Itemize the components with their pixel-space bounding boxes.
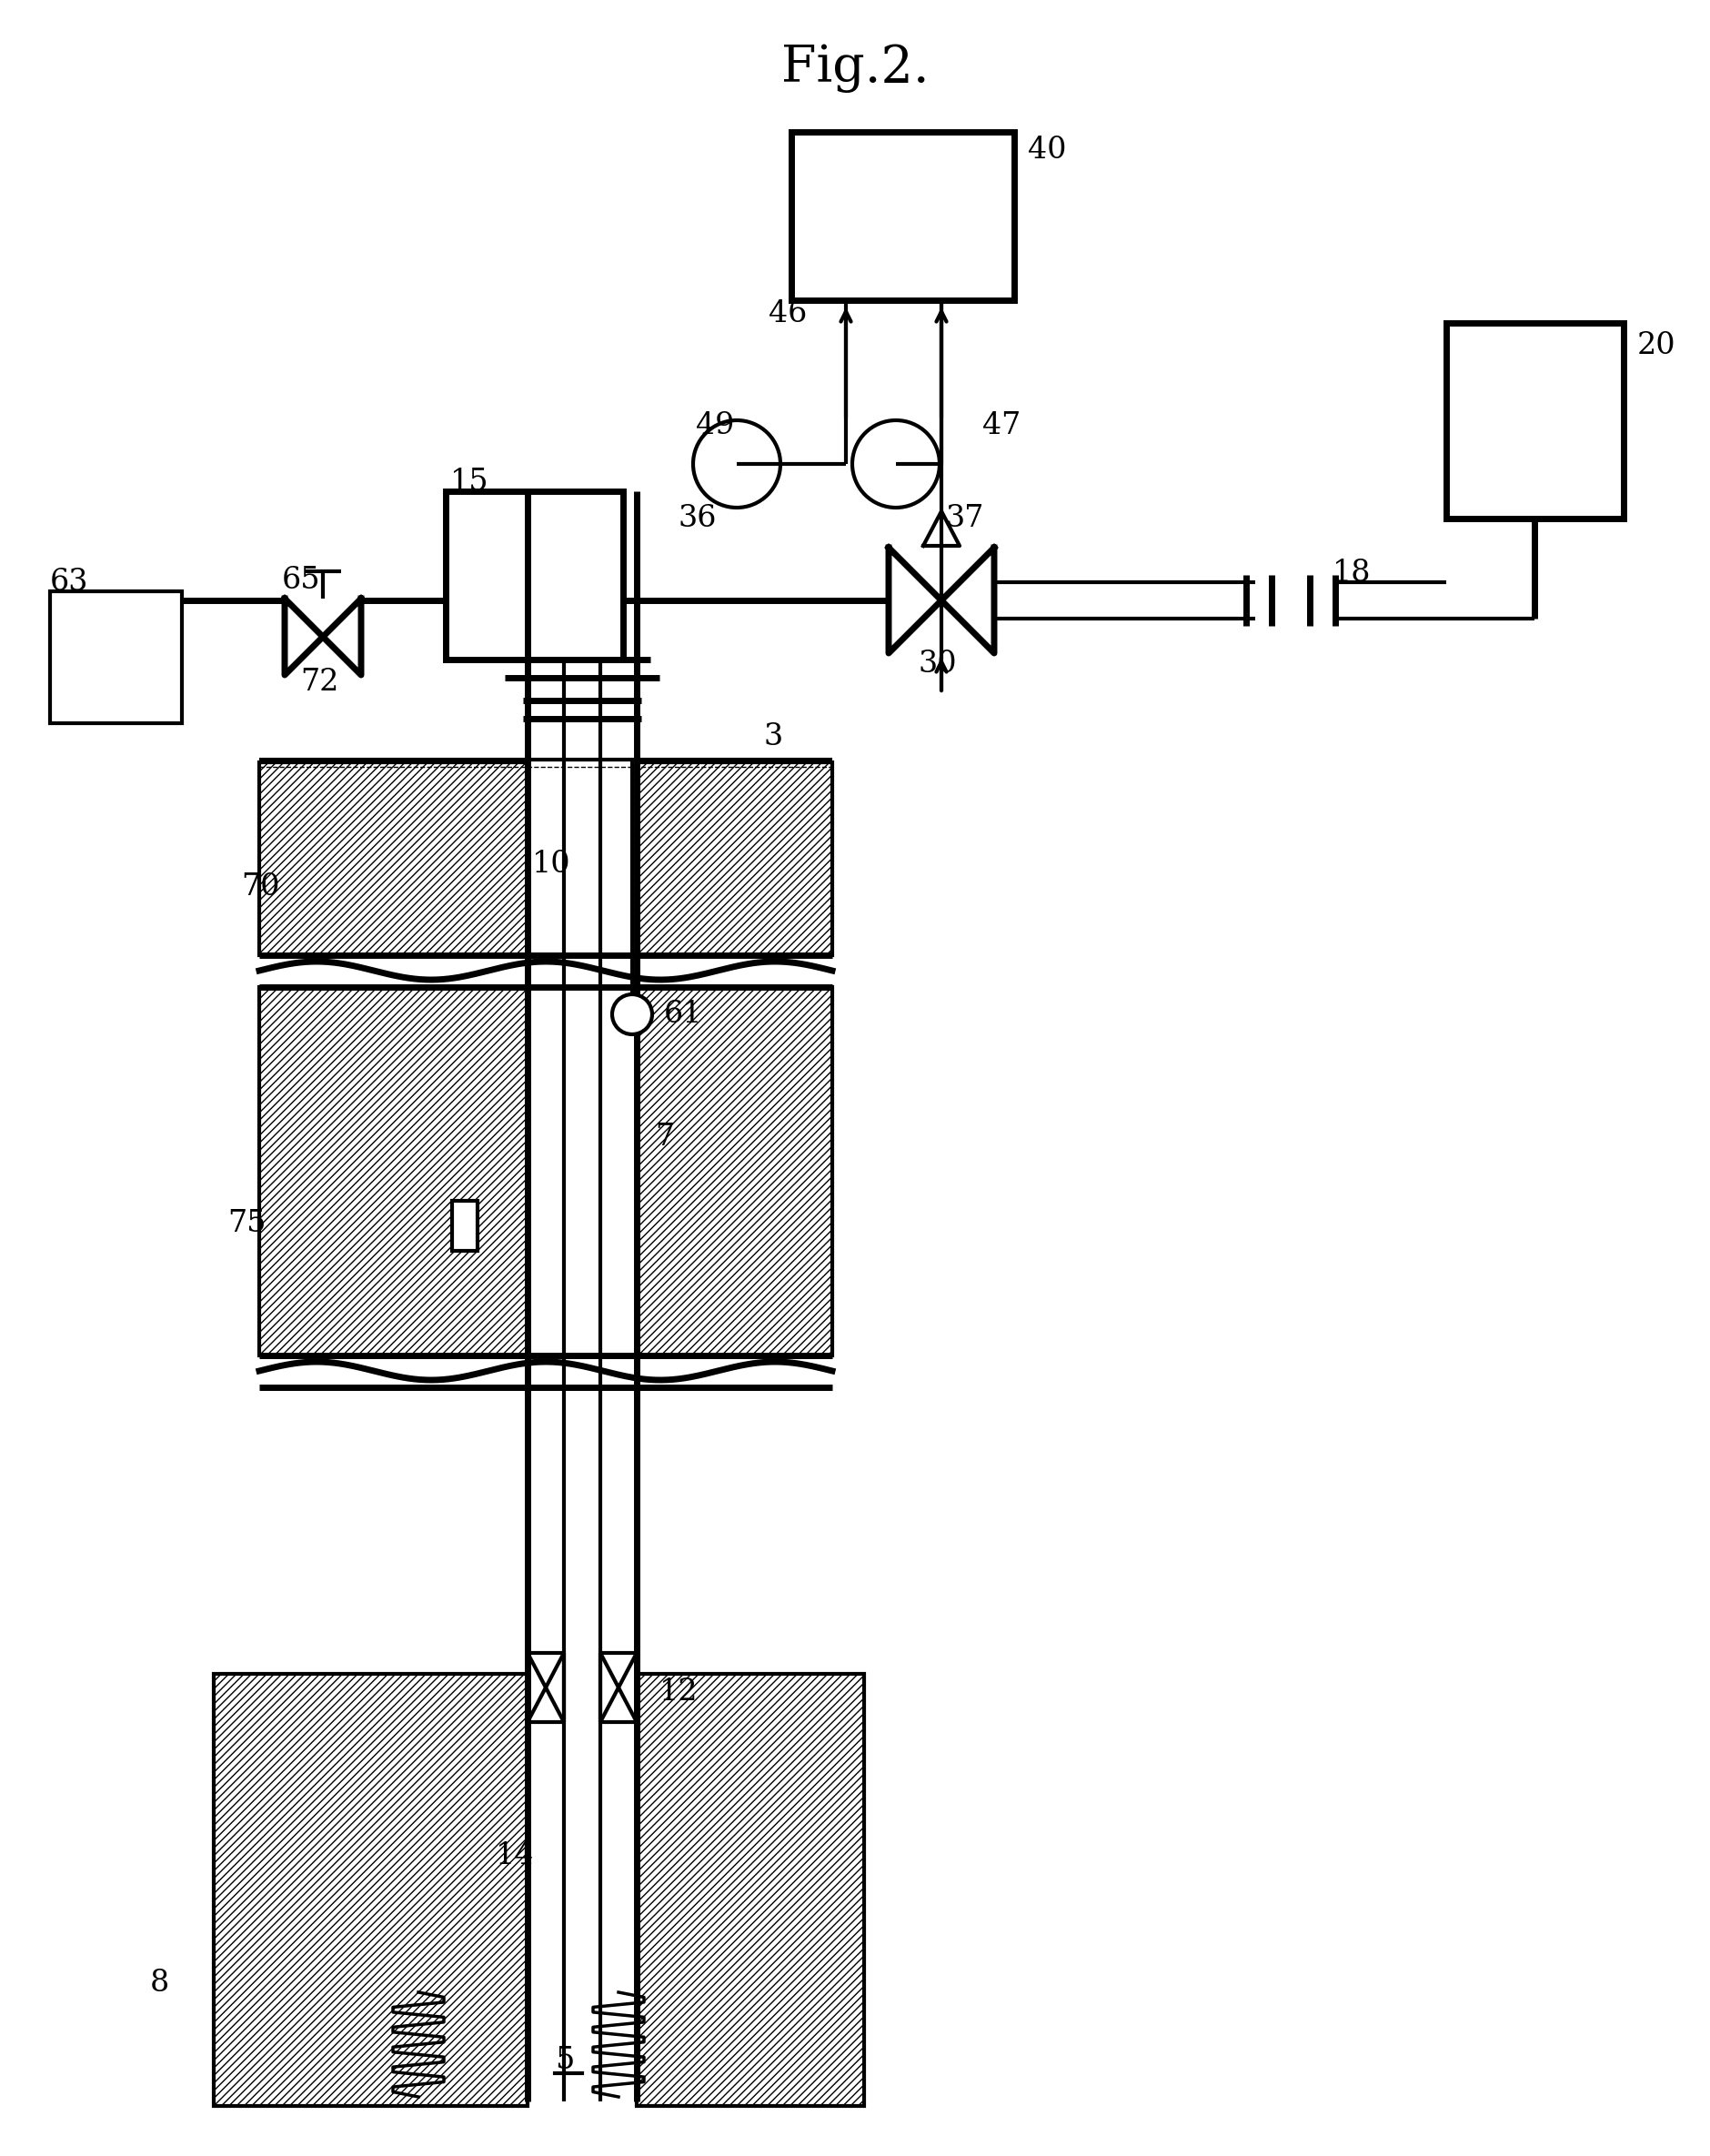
- Circle shape: [612, 994, 652, 1035]
- Text: 70: 70: [241, 873, 280, 901]
- Bar: [1447, 323, 1623, 520]
- Text: 63: 63: [50, 567, 89, 597]
- Bar: [446, 492, 622, 660]
- Bar: [636, 763, 833, 955]
- Polygon shape: [923, 511, 959, 545]
- Text: 65: 65: [282, 565, 321, 595]
- Circle shape: [852, 420, 939, 507]
- Bar: [260, 763, 528, 955]
- Text: 12: 12: [660, 1677, 698, 1708]
- Text: 3: 3: [764, 722, 783, 752]
- Polygon shape: [942, 548, 994, 653]
- Text: 37: 37: [946, 505, 985, 533]
- Text: 15: 15: [450, 468, 489, 496]
- Text: 20: 20: [1636, 332, 1676, 360]
- Text: 5: 5: [554, 2046, 575, 2074]
- Text: 72: 72: [301, 668, 339, 696]
- Text: 8: 8: [150, 1968, 169, 1999]
- Bar: [451, 1201, 477, 1250]
- Text: 7: 7: [655, 1123, 674, 1151]
- Text: 75: 75: [227, 1210, 267, 1238]
- Bar: [636, 1673, 864, 2106]
- Text: 47: 47: [982, 412, 1021, 440]
- Text: 46: 46: [768, 300, 807, 328]
- Text: 40: 40: [1028, 136, 1067, 164]
- Polygon shape: [323, 599, 361, 675]
- Text: 14: 14: [496, 1841, 534, 1871]
- Bar: [50, 591, 181, 722]
- Text: 10: 10: [532, 849, 571, 880]
- Bar: [214, 1673, 528, 2106]
- Bar: [636, 987, 833, 1356]
- Polygon shape: [284, 599, 323, 675]
- Text: 30: 30: [918, 649, 958, 679]
- Bar: [260, 987, 528, 1356]
- Text: 18: 18: [1332, 558, 1371, 589]
- Text: 36: 36: [677, 505, 716, 533]
- Text: 49: 49: [696, 412, 734, 440]
- Polygon shape: [889, 548, 942, 653]
- Text: 61: 61: [663, 1000, 703, 1028]
- Text: Fig.2.: Fig.2.: [781, 43, 929, 93]
- Circle shape: [693, 420, 780, 507]
- Bar: [792, 132, 1014, 300]
